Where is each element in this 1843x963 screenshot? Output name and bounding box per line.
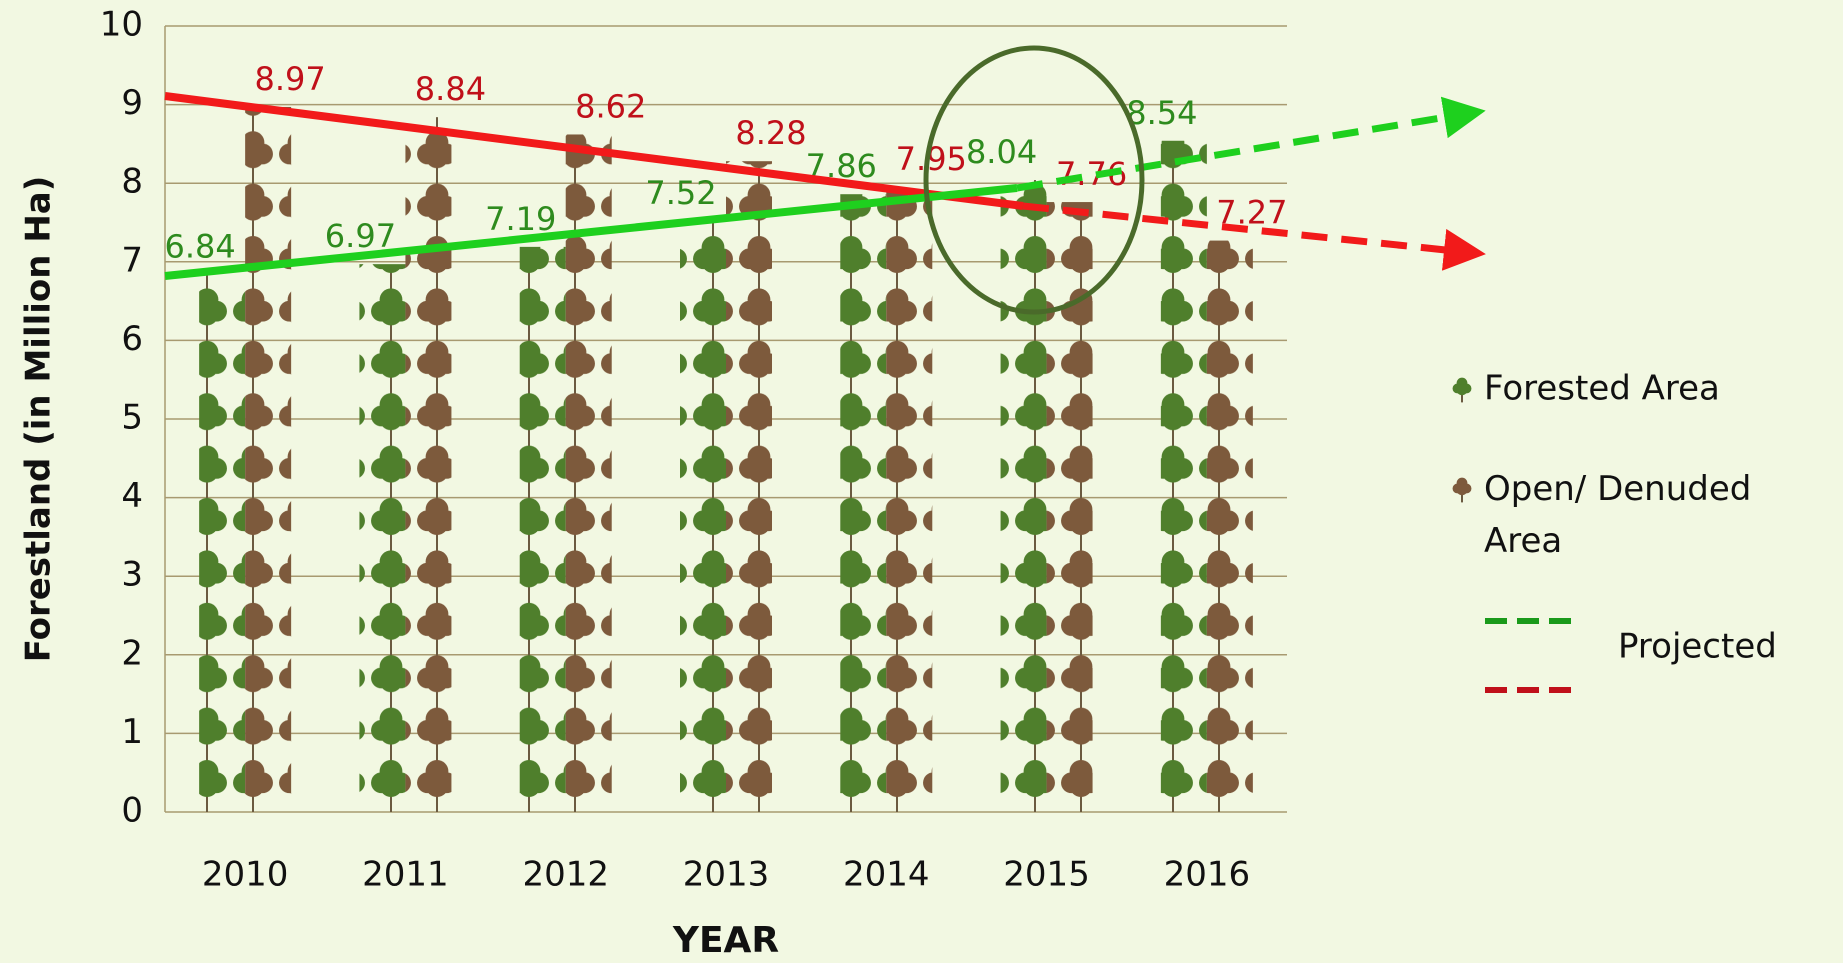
highlight-circle — [923, 45, 1145, 315]
x-tick-label: 2011 — [362, 855, 449, 895]
bar — [245, 106, 292, 812]
bar — [840, 194, 887, 813]
bar — [565, 134, 612, 812]
legend-label: Open/ Denuded Area — [1484, 469, 1751, 561]
data-label: 6.84 — [165, 227, 236, 265]
trend-line — [164, 92, 1024, 210]
tree-crown — [1456, 484, 1468, 496]
data-label: 8.54 — [1126, 94, 1197, 132]
legend-label: Forested Area — [1484, 369, 1720, 409]
data-label: 8.04 — [966, 133, 1037, 171]
bar — [886, 187, 933, 812]
y-tick-label: 9 — [121, 83, 143, 123]
data-label: 8.62 — [575, 87, 646, 125]
data-label: 6.97 — [325, 217, 396, 255]
data-label: 7.19 — [485, 200, 556, 238]
projection-line — [1016, 96, 1486, 192]
y-tick-label: 3 — [121, 555, 143, 595]
x-tick-label: 2016 — [1164, 855, 1251, 895]
bar — [519, 246, 566, 813]
x-tick-label: 2014 — [843, 855, 930, 895]
x-tick-label: 2010 — [202, 855, 289, 895]
data-label: 8.28 — [735, 114, 806, 152]
legend-label: Projected — [1618, 627, 1777, 667]
bar — [726, 161, 772, 812]
tree-crown — [1456, 384, 1468, 396]
bar — [1000, 180, 1047, 812]
y-tick-label: 2 — [121, 633, 143, 673]
bar — [1206, 240, 1253, 812]
x-tick-label: 2015 — [1003, 855, 1090, 895]
data-label: 7.52 — [645, 174, 716, 212]
bar — [199, 274, 246, 813]
bar — [359, 264, 406, 813]
y-tick-label: 4 — [121, 476, 143, 516]
trend-line — [164, 184, 1018, 280]
legend: Projected Forested Area Open/ Denuded Area — [1452, 369, 1777, 693]
data-label: 8.97 — [255, 60, 326, 98]
y-tick-label: 7 — [121, 240, 143, 280]
y-tick-label: 8 — [121, 162, 143, 202]
bar — [680, 220, 726, 813]
trend-lines — [164, 45, 1486, 315]
x-tick-label: 2012 — [522, 855, 609, 895]
y-tick-label: 5 — [121, 398, 143, 438]
plot-area: 0 1 2 3 4 5 6 7 8 9 10 2010 6.84 8.97 2011 6.97 8.84 2012… — [100, 5, 1288, 895]
x-tick-label: 2013 — [683, 855, 770, 895]
y-axis-label: Forestland (in Million Ha) — [19, 176, 59, 663]
y-tick-label: 6 — [121, 319, 143, 359]
y-tick-label: 0 — [121, 791, 143, 831]
bar — [1160, 140, 1207, 813]
x-axis-label: YEAR — [672, 920, 779, 961]
data-label: 8.84 — [415, 70, 486, 108]
projection-line — [1022, 202, 1486, 271]
y-tick-label: 1 — [121, 712, 143, 752]
bar — [405, 117, 452, 812]
y-tick-label: 10 — [100, 5, 143, 45]
